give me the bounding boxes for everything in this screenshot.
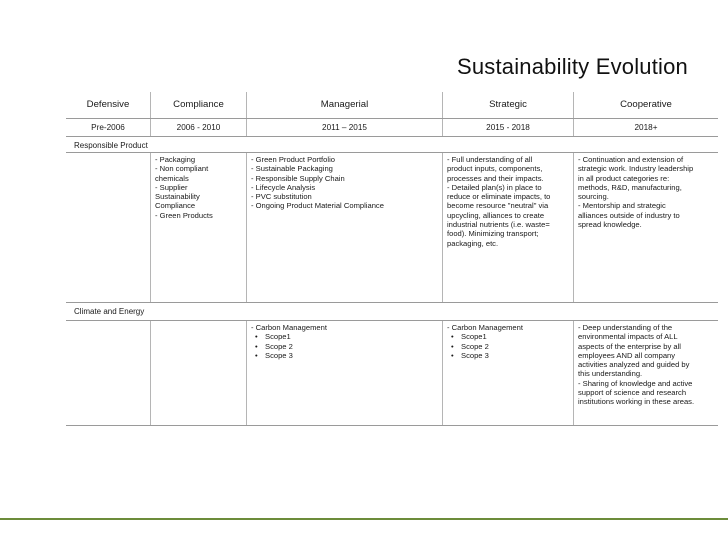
header-managerial: Managerial xyxy=(246,92,442,118)
text-line: reduce or eliminate impacts, to xyxy=(447,192,551,202)
bullet-item: • Scope 3 xyxy=(251,351,438,360)
rp-compliance-cell: - Packaging - Non compliant chemicals - … xyxy=(150,153,246,302)
ce-managerial-cell: - Carbon Management • Scope1 • Scope 2 • Sc… xyxy=(246,321,442,425)
text-line: processes and their impacts. xyxy=(447,173,544,183)
header-strategic: Strategic xyxy=(442,92,573,118)
bullet-item: • Scope 2 xyxy=(251,342,438,351)
ce-defensive-cell xyxy=(66,321,150,425)
text-line: - Detailed plan(s) in place to xyxy=(447,182,542,192)
section-content-row: - Packaging - Non compliant chemicals - … xyxy=(66,153,718,303)
years-row: Pre-2006 2006 - 2010 2011 – 2015 2015 - … xyxy=(66,119,718,137)
bullet-text: Scope 3 xyxy=(461,350,489,360)
year-strategic: 2015 - 2018 xyxy=(442,119,573,136)
section-band: Responsible Product xyxy=(66,137,718,153)
bullet-text: Scope1 xyxy=(265,332,291,342)
bullet-glyph: • xyxy=(451,350,454,360)
bullet-item: • Scope1 xyxy=(447,332,569,341)
text-line: industrial nutrients (i.e. waste= xyxy=(447,220,550,230)
rp-defensive-cell xyxy=(66,153,150,302)
text-line: institutions working in these areas. xyxy=(578,397,695,407)
rp-managerial-cell: - Green Product Portfolio - Sustainable … xyxy=(246,153,442,302)
text-line: become resource "neutral" via xyxy=(447,201,549,211)
text-line: in all product categories re: xyxy=(578,173,670,183)
text-line: packaging, etc. xyxy=(447,238,499,248)
text-line: Compliance xyxy=(155,201,196,211)
text-line: methods, R&D, manufacturing, xyxy=(578,182,682,192)
bullet-item: • Scope 2 xyxy=(447,342,569,351)
text-line: alliances outside of industry to xyxy=(578,210,680,220)
rp-strategic-cell: - Full understanding of all product inpu… xyxy=(442,153,573,302)
text-line: - Sharing of knowledge and active xyxy=(578,378,693,388)
footer-rule xyxy=(0,518,728,520)
text-line: - Full understanding of all xyxy=(447,155,533,164)
text-line: - Packaging xyxy=(155,155,196,164)
bullet-text: Scope 2 xyxy=(265,341,293,351)
year-defensive: Pre-2006 xyxy=(91,122,125,132)
text-line: - Green Products xyxy=(155,210,213,220)
text-line: - Mentorship and strategic xyxy=(578,201,666,211)
header-defensive: Defensive xyxy=(86,99,130,111)
year-cooperative: 2018+ xyxy=(573,119,718,136)
text-line: upcycling, alliances to create xyxy=(447,210,545,220)
text-line: - Supplier xyxy=(155,182,188,192)
header-compliance: Compliance xyxy=(150,92,246,118)
text-line: Sustainability xyxy=(155,192,200,202)
text-line: aspects of the enterprise by all xyxy=(578,341,681,351)
text-line: activities analyzed and guided by xyxy=(578,360,690,370)
bullet-item: • Scope 3 xyxy=(447,351,569,360)
bullet-text: Scope1 xyxy=(461,332,487,342)
evolution-table: Defensive Compliance Managerial Strategi… xyxy=(66,92,718,426)
text-line: spread knowledge. xyxy=(578,220,642,230)
ce-compliance-cell xyxy=(150,321,246,425)
bullet-text: Scope 3 xyxy=(265,350,293,360)
text-line: this understanding. xyxy=(578,369,643,379)
text-line: - Carbon Management xyxy=(447,323,523,332)
text-line: - Carbon Management xyxy=(251,323,327,332)
year-compliance: 2006 - 2010 xyxy=(150,119,246,136)
text-line: environmental impacts of ALL xyxy=(578,332,678,342)
text-line: - Green Product Portfolio xyxy=(251,155,335,164)
text-line: - Responsible Supply Chain xyxy=(251,173,345,183)
text-line: - Sustainable Packaging xyxy=(251,164,333,174)
rp-cooperative-cell: - Continuation and extension of strategi… xyxy=(573,153,718,302)
section-content-row: - Carbon Management • Scope1 • Scope 2 • Sc… xyxy=(66,321,718,426)
bullet-glyph: • xyxy=(451,332,454,342)
year-managerial: 2011 – 2015 xyxy=(246,119,442,136)
section-label-responsible-product: Responsible Product xyxy=(74,141,148,150)
bullet-glyph: • xyxy=(255,332,258,342)
text-line: sourcing. xyxy=(578,192,609,202)
text-line: - Lifecycle Analysis xyxy=(251,182,316,192)
bullet-item: • Scope1 xyxy=(251,332,438,341)
text-line: food). Minimizing transport; xyxy=(447,229,539,239)
bullet-glyph: • xyxy=(451,341,454,351)
text-line: strategic work. Industry leadership xyxy=(578,164,694,174)
text-line: product inputs, components, xyxy=(447,164,543,174)
text-line: - Deep understanding of the xyxy=(578,323,673,332)
ce-cooperative-cell: - Deep understanding of the environmenta… xyxy=(573,321,718,425)
text-line: chemicals xyxy=(155,173,189,183)
section-label-climate-energy: Climate and Energy xyxy=(74,307,145,316)
header-cooperative: Cooperative xyxy=(573,92,718,118)
bullet-glyph: • xyxy=(255,341,258,351)
bullet-text: Scope 2 xyxy=(461,341,489,351)
text-line: - Non compliant xyxy=(155,164,209,174)
text-line: employees AND all company xyxy=(578,350,676,360)
text-line: support of science and research xyxy=(578,388,687,398)
slide-title: Sustainability Evolution xyxy=(456,54,688,79)
ce-strategic-cell: - Carbon Management • Scope1 • Scope 2 • Sc… xyxy=(442,321,573,425)
text-line: - Ongoing Product Material Compliance xyxy=(251,201,384,211)
text-line: - Continuation and extension of xyxy=(578,155,684,164)
text-line: - PVC substitution xyxy=(251,192,312,202)
section-band: Climate and Energy xyxy=(66,303,718,321)
bullet-glyph: • xyxy=(255,350,258,360)
header-row: Defensive Compliance Managerial Strategi… xyxy=(66,92,718,119)
